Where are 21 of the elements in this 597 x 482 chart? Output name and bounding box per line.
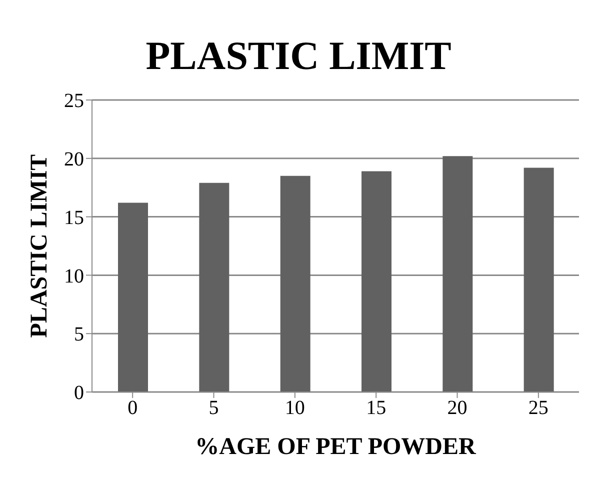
bar [362, 171, 392, 392]
bar [442, 156, 473, 392]
x-tick-label: 15 [366, 397, 386, 420]
y-tick-label: 15 [64, 206, 84, 229]
y-tick-label: 25 [64, 90, 84, 112]
chart-title: PLASTIC LIMIT [144, 32, 452, 80]
x-tick-label: 25 [528, 397, 548, 420]
bar [118, 202, 148, 392]
x-tick-label: 10 [284, 397, 305, 420]
y-tick-label: 10 [64, 265, 84, 288]
y-axis-title: PLASTIC LIMIT [26, 154, 53, 338]
x-axis-title: %AGE OF PET POWDER [195, 434, 477, 460]
y-tick-label: 5 [74, 324, 84, 346]
bar [280, 176, 310, 392]
bar [524, 168, 554, 392]
bar [199, 182, 230, 392]
x-tick-label: 0 [128, 397, 138, 420]
y-tick-label: 20 [64, 148, 84, 170]
x-tick-label: 20 [447, 397, 468, 420]
y-tick-label: 0 [74, 382, 84, 404]
x-tick-label: 5 [208, 397, 219, 420]
